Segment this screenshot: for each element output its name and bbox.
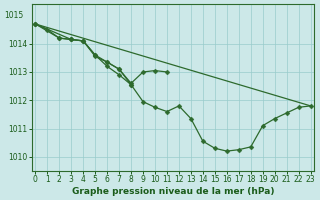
Text: 1015: 1015 xyxy=(4,11,23,20)
X-axis label: Graphe pression niveau de la mer (hPa): Graphe pression niveau de la mer (hPa) xyxy=(72,187,274,196)
